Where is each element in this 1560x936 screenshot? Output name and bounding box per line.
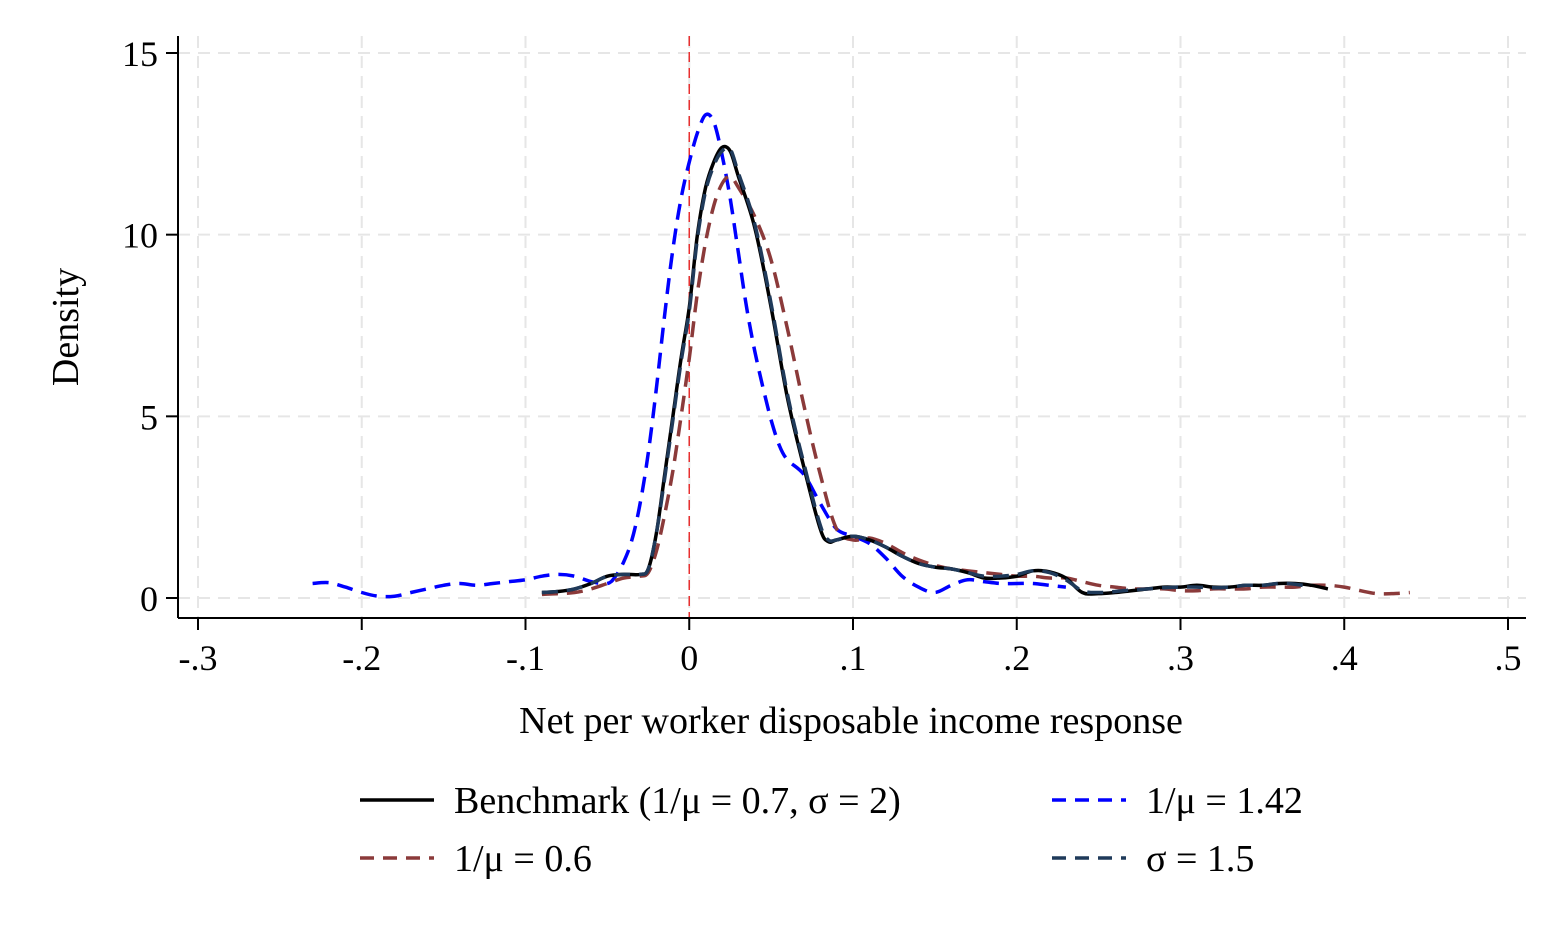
axes: -.3 -.2 -.1 0 .1 .2 .3 .4 .5 0 5 10 15 [122, 34, 1526, 678]
series-sigma-1-5-line [541, 145, 1312, 595]
y-tick-label: 15 [122, 34, 158, 74]
series-group [312, 112, 1410, 599]
x-tick-label: 0 [680, 638, 698, 678]
x-tick-label: .1 [840, 638, 867, 678]
x-tick-label: .3 [1167, 638, 1194, 678]
legend-item-benchmark: Benchmark (1/μ = 0.7, σ = 2) [360, 780, 901, 822]
x-tick-label: .2 [1003, 638, 1030, 678]
legend: Benchmark (1/μ = 0.7, σ = 2) 1/μ = 1.42 1/… [360, 780, 1303, 880]
x-tick-label: .4 [1331, 638, 1358, 678]
legend-label: Benchmark (1/μ = 0.7, σ = 2) [454, 780, 901, 822]
x-tick-label: -.3 [179, 638, 218, 678]
y-tick-label: 5 [140, 397, 158, 437]
y-tick-label: 10 [122, 216, 158, 256]
legend-label: σ = 1.5 [1146, 838, 1254, 880]
x-tick-label: -.1 [506, 638, 545, 678]
legend-label: 1/μ = 0.6 [454, 838, 592, 880]
legend-label: 1/μ = 1.42 [1146, 780, 1303, 822]
series-mu-0-6-line [541, 174, 1410, 597]
y-tick-label: 0 [140, 579, 158, 619]
legend-item-mu-1-42: 1/μ = 1.42 [1052, 780, 1303, 822]
x-tick-label: -.2 [342, 638, 381, 678]
series-mu-1-42-line [312, 112, 1067, 599]
y-axis-title: Density [45, 268, 87, 386]
x-tick-label: .5 [1495, 638, 1522, 678]
x-axis-title: Net per worker disposable income respons… [519, 700, 1183, 742]
legend-item-mu-0-6: 1/μ = 0.6 [360, 838, 592, 880]
legend-item-sigma-1-5: σ = 1.5 [1052, 838, 1254, 880]
